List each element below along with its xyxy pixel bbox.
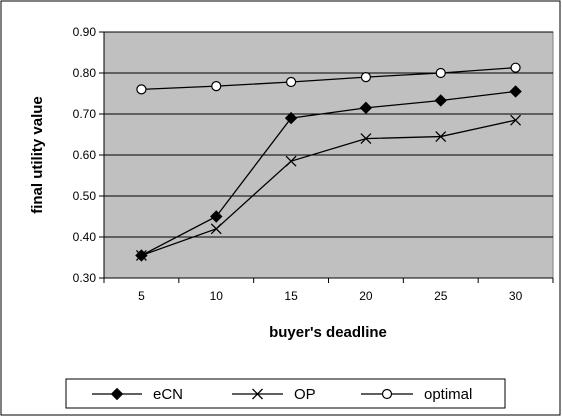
x-tick-label: 30 <box>509 289 523 303</box>
y-tick-label: 0.70 <box>73 107 97 121</box>
legend-marker <box>110 387 124 401</box>
x-marker-stroke <box>360 133 372 145</box>
series-op <box>135 114 522 261</box>
legend-item-op: OP <box>232 386 316 403</box>
x-tick-label: 15 <box>284 289 298 303</box>
data-point-ecn <box>284 111 298 125</box>
y-tick-label: 0.30 <box>73 271 97 285</box>
data-point-optimal <box>435 67 446 79</box>
x-marker-stroke <box>252 388 263 400</box>
legend-label: OP <box>294 386 316 403</box>
legend-marker <box>252 388 263 400</box>
x-tick-label: 10 <box>210 289 224 303</box>
legend-item-ecn: eCN <box>92 386 183 403</box>
y-tick-label: 0.80 <box>73 66 97 80</box>
series-line-ecn <box>141 90 516 257</box>
x-marker-stroke <box>135 249 147 261</box>
legend-item-optimal: optimal <box>361 386 472 403</box>
data-point-optimal <box>510 62 521 73</box>
x-marker-stroke <box>435 131 447 143</box>
data-point-op <box>360 133 372 145</box>
data-point-ecn <box>509 85 522 98</box>
data-point-ecn <box>359 101 373 115</box>
legend-label: eCN <box>153 386 183 403</box>
data-point-op <box>435 131 447 143</box>
y-tick-label: 0.60 <box>73 148 97 162</box>
data-point-optimal <box>285 76 297 88</box>
data-point-optimal <box>360 71 372 83</box>
x-marker-stroke <box>210 223 222 235</box>
x-tick-label: 5 <box>138 289 145 303</box>
y-tick-label: 0.90 <box>73 25 97 39</box>
series-line-optimal <box>141 67 516 91</box>
x-marker-stroke <box>510 114 522 126</box>
data-point-optimal <box>211 81 222 92</box>
data-point-ecn <box>210 210 223 223</box>
legend-label: optimal <box>424 386 472 403</box>
legend: eCN OP optimal <box>65 378 506 409</box>
legend-marker <box>381 388 393 400</box>
data-point-op <box>285 155 297 167</box>
x-axis-title: buyer's deadline <box>269 324 387 341</box>
data-point-ecn <box>434 94 447 107</box>
x-tick-label: 25 <box>434 289 448 303</box>
y-tick-label: 0.50 <box>73 189 97 203</box>
series-line-op <box>141 119 516 257</box>
series-optimal <box>136 62 521 95</box>
data-point-op <box>210 223 222 235</box>
y-axis-title: final utility value <box>29 96 46 214</box>
data-point-op <box>135 249 147 261</box>
x-marker-stroke <box>285 155 297 167</box>
data-point-optimal <box>136 84 147 95</box>
y-tick-label: 0.40 <box>73 230 97 244</box>
x-tick-label: 20 <box>359 289 373 303</box>
data-point-op <box>510 114 522 126</box>
